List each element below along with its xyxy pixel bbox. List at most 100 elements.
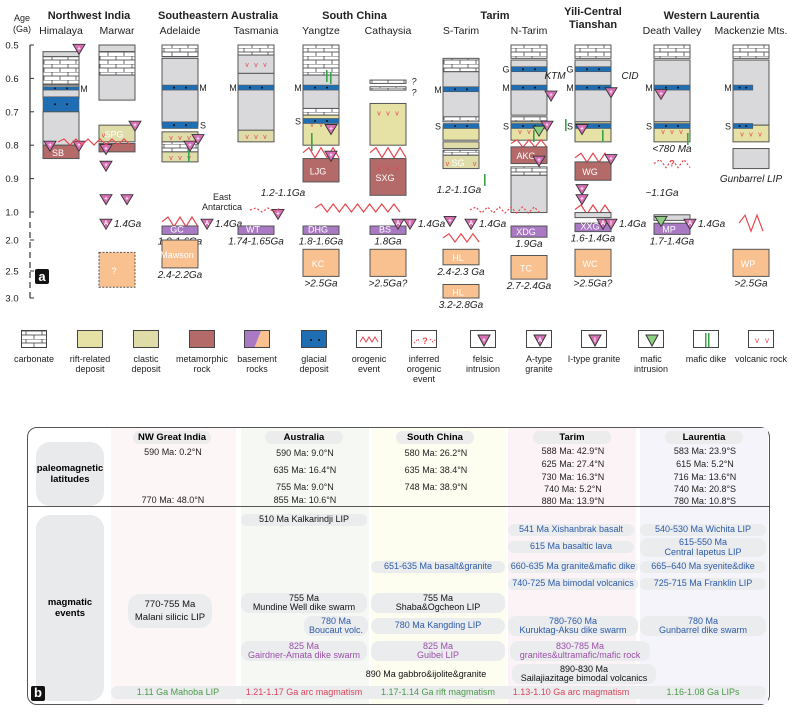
mafic-dike (602, 130, 604, 142)
glacial-dot (54, 103, 56, 106)
axis-title: Age (14, 13, 30, 23)
volcanic-mark: v (377, 110, 381, 117)
column-title: Tasmania (234, 25, 279, 37)
unit-glacial (732, 123, 754, 129)
glacial-dot (522, 68, 524, 71)
unit-label: SB (52, 148, 64, 158)
event-line: Central Iapetus LIP (664, 546, 742, 557)
event-line: 780 Ma (320, 615, 352, 626)
legend-item-basement: basement rocks (230, 330, 284, 374)
glacial-dot (249, 86, 251, 89)
glacial-dot (665, 86, 667, 89)
lat-laurentia: 740 Ma: 20.8°S (673, 484, 737, 494)
glacial-marker: M (80, 84, 88, 94)
unit-gray (510, 174, 548, 214)
header-tarim: Tarim (533, 431, 611, 444)
felsic-symbol-mark: + (104, 147, 108, 153)
unit-carbonate (237, 44, 275, 56)
volcanic-mark: v (102, 133, 106, 140)
felsic-symbol-mark: + (580, 127, 584, 133)
orogenic-event (442, 232, 480, 244)
event-gunbarrel: 780 Ma Gunbarrel dike swarm (640, 616, 766, 636)
volcanic-mark: v (527, 129, 531, 136)
legend-item-atype: A A-type granite (512, 330, 566, 374)
legend-item-clastic: clastic deposit (119, 330, 173, 374)
volcanic-mark: v (518, 129, 522, 136)
lat-australia: 855 Ma: 10.6°N (273, 495, 337, 505)
glacial-marker: G (502, 65, 509, 75)
unit-gray (237, 72, 275, 141)
felsic-symbol-mark: + (580, 187, 584, 193)
unit-orange (574, 248, 612, 277)
unit-age-label: 1.7-1.4Ga (650, 236, 695, 247)
unit-glacial (161, 84, 199, 91)
unit-gray (42, 51, 80, 58)
mafic-dike (330, 72, 332, 84)
felsic-swatch-icon: + (470, 330, 496, 348)
glacial-dot (326, 119, 328, 122)
column-title: Adelaide (160, 25, 201, 37)
unit-label: AKG (516, 151, 535, 161)
volcanic-mark: v (473, 161, 477, 168)
volcanic-mark: v (661, 129, 665, 136)
felsic-symbol (72, 43, 86, 56)
legend-item-volcanic: v v volcanic rock (734, 330, 788, 364)
volcanic-mark: v (446, 161, 450, 168)
glacial-dot (54, 87, 56, 90)
unit-age-label: 2.4-2.3 Ga (436, 267, 485, 278)
glacial-dot (598, 86, 600, 89)
column-title: Himalaya (39, 25, 83, 37)
legend-item-inferred: ? inferred orogenic event (397, 330, 451, 384)
legend-item-itype: I I-type granite (567, 330, 621, 364)
glacial-dot (586, 86, 588, 89)
glacial-marker: S (435, 121, 441, 131)
lat-south-china: 748 Ma: 38.9°N (404, 482, 468, 492)
unit-age-label: 1.8Ga (374, 236, 402, 247)
event-line: 770-755 Ma (144, 599, 196, 610)
event-malani: 770-755 Ma Malani silicic LIP (128, 594, 212, 628)
felsic-symbol-mark: + (104, 163, 108, 169)
legend-label: rift-related deposit (69, 354, 111, 374)
event-tarim-830: 830-785 Ma granites&ultramafic/mafic rock (510, 641, 650, 661)
unit-glacial (237, 84, 275, 91)
felsic-symbol-mark: + (48, 143, 52, 149)
felsic-symbol (443, 215, 457, 228)
lat-australia: 590 Ma: 9.0°N (276, 448, 334, 458)
glacial-dot (466, 88, 468, 91)
region-title-line: Yili-Central (564, 6, 622, 18)
orogenic-event (574, 152, 612, 164)
event-line: 825 Ma (288, 640, 320, 651)
annotation: CID (621, 71, 638, 82)
legend-item-felsic: + felsic intrusion (456, 330, 510, 374)
mafic-dike (533, 130, 535, 142)
row-label-paleomagnetic: paleomagnetic latitudes (36, 442, 104, 506)
lat-tarim: 740 Ma: 5.2°N (544, 484, 602, 494)
glacial-marker: M (294, 83, 302, 93)
legend-label: carbonate (13, 354, 55, 364)
glacial-dot (185, 124, 187, 127)
lat-australia: 635 Ma: 16.4°N (273, 465, 337, 475)
annotation: 1.2-1.1Ga (261, 188, 306, 199)
unit-age-label: 2.7-2.4Ga (506, 281, 552, 292)
volcanic-mark: v (178, 135, 182, 142)
felsic-symbol (604, 154, 618, 166)
atype-symbol (99, 218, 113, 231)
annotation: KTM (544, 71, 566, 82)
unit-carbonate (510, 44, 548, 59)
event-line: Shaba&Ogcheon LIP (395, 602, 481, 612)
unit-label: HL (452, 287, 464, 297)
column-title: Mackenzie Mts. (715, 25, 788, 37)
event-kalkarindji: 510 Ma Kalkarindji LIP (241, 514, 367, 526)
mafic-dike (687, 133, 689, 145)
event-mundine: 755 Ma Mundine Well dike swarm (241, 593, 367, 613)
unit-carbonate (302, 107, 340, 116)
felsic-symbol-mark: + (77, 143, 81, 149)
panel-a-label-bg (35, 269, 49, 284)
glacial-marker: S (646, 121, 652, 131)
orogenic-swatch-icon (356, 330, 382, 348)
column-title: S-Tarim (443, 25, 479, 37)
unit-orange (442, 284, 480, 299)
unit-carbonate (302, 44, 340, 76)
unit-orange (732, 248, 770, 277)
